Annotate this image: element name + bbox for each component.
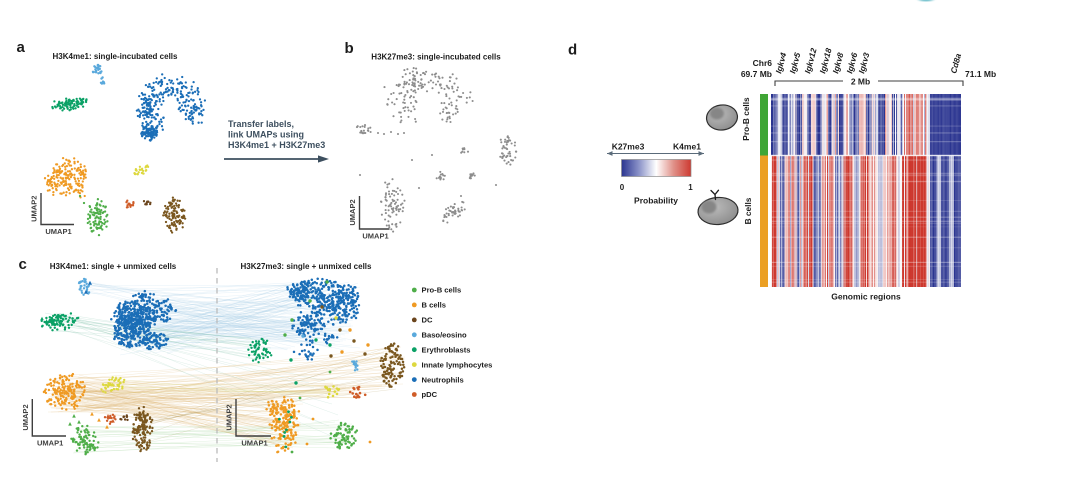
svg-text:B cells: B cells <box>743 197 753 224</box>
svg-text:K4me1: K4me1 <box>673 142 701 152</box>
svg-text:B cells: B cells <box>422 301 446 310</box>
svg-text:UMAP1: UMAP1 <box>241 439 267 448</box>
svg-text:a: a <box>17 39 26 56</box>
svg-text:UMAP2: UMAP2 <box>30 196 39 222</box>
svg-text:Erythroblasts: Erythroblasts <box>422 345 471 354</box>
svg-text:1: 1 <box>688 183 693 192</box>
svg-text:H3K27me3: single-incubated cel: H3K27me3: single-incubated cells <box>371 53 501 62</box>
svg-text:Pro-B cells: Pro-B cells <box>422 286 462 295</box>
svg-text:UMAP1: UMAP1 <box>45 227 71 236</box>
svg-text:Neutrophils: Neutrophils <box>422 375 464 384</box>
svg-text:pDC: pDC <box>422 390 438 399</box>
svg-text:H3K4me1: single + unmixed cell: H3K4me1: single + unmixed cells <box>50 262 177 271</box>
svg-text:DC: DC <box>422 316 433 325</box>
svg-text:Genomic regions: Genomic regions <box>831 292 901 302</box>
svg-text:0: 0 <box>620 183 625 192</box>
svg-text:Pro-B cells: Pro-B cells <box>741 97 751 141</box>
svg-text:d: d <box>568 42 577 59</box>
svg-text:link UMAPs using: link UMAPs using <box>228 130 304 140</box>
svg-text:K27me3: K27me3 <box>612 142 645 152</box>
svg-text:Innate lymphocytes: Innate lymphocytes <box>422 360 493 369</box>
svg-text:UMAP1: UMAP1 <box>362 232 388 241</box>
svg-text:Transfer labels,: Transfer labels, <box>228 119 294 129</box>
svg-text:H3K4me1 + H3K27me3: H3K4me1 + H3K27me3 <box>228 140 325 150</box>
svg-text:UMAP2: UMAP2 <box>348 199 357 225</box>
svg-text:UMAP2: UMAP2 <box>21 404 30 430</box>
svg-text:c: c <box>19 256 27 273</box>
svg-text:b: b <box>345 40 354 57</box>
svg-text:UMAP1: UMAP1 <box>37 439 63 448</box>
svg-text:Probability: Probability <box>634 196 678 206</box>
svg-text:H3K4me1: single-incubated cell: H3K4me1: single-incubated cells <box>53 52 178 61</box>
svg-text:71.1 Mb: 71.1 Mb <box>965 69 996 79</box>
svg-text:69.7 Mb: 69.7 Mb <box>741 69 772 79</box>
svg-text:Chr6: Chr6 <box>753 58 773 68</box>
svg-text:H3K27me3: single + unmixed cel: H3K27me3: single + unmixed cells <box>241 262 372 271</box>
svg-text:Baso/eosino: Baso/eosino <box>422 330 468 339</box>
svg-text:UMAP2: UMAP2 <box>225 404 234 430</box>
svg-text:2 Mb: 2 Mb <box>851 77 870 87</box>
